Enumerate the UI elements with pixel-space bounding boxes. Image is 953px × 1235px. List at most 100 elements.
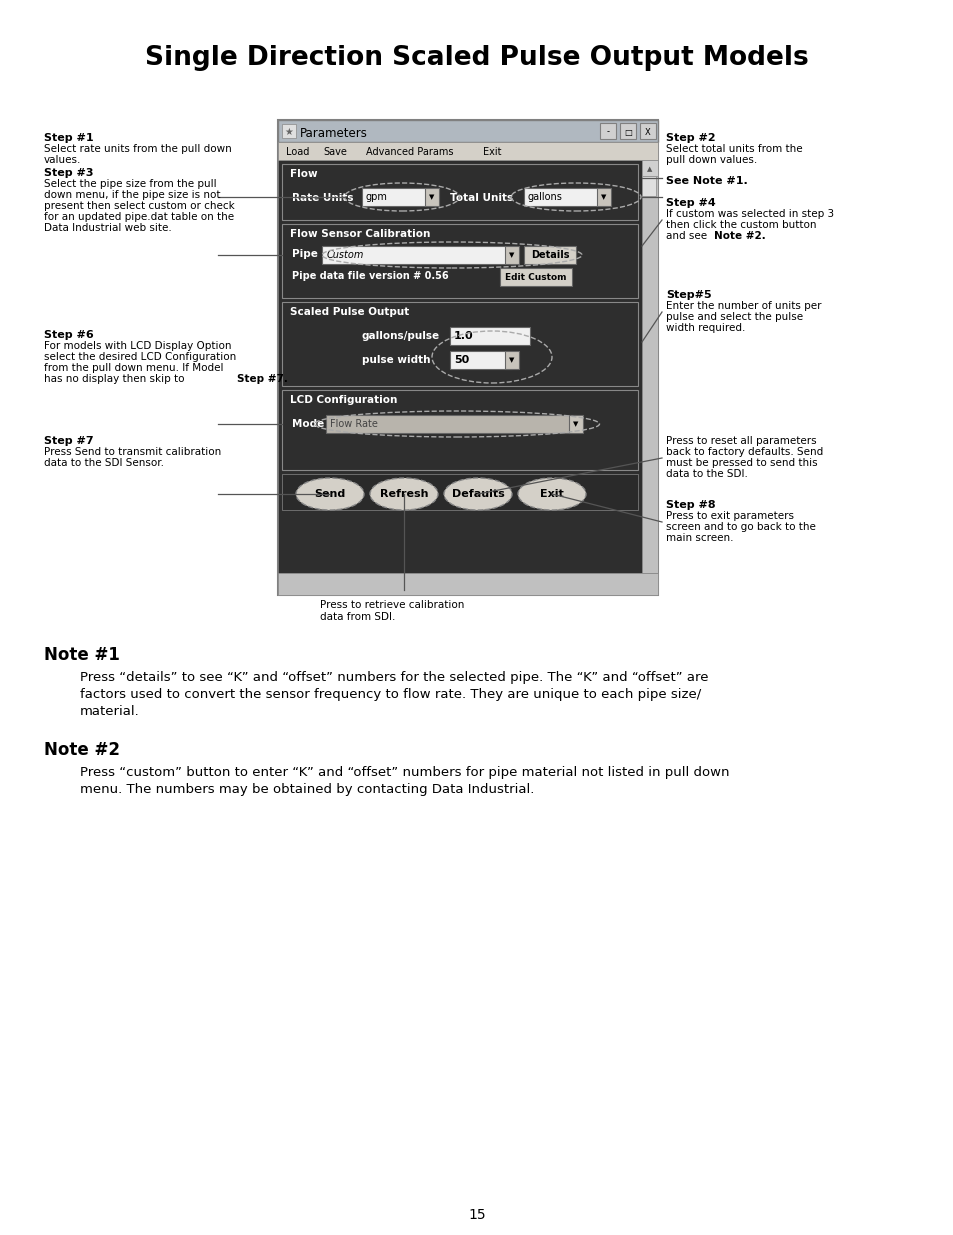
- Text: pulse width: pulse width: [361, 354, 430, 366]
- Text: Step#5: Step#5: [665, 290, 711, 300]
- Text: Rate Units: Rate Units: [292, 193, 354, 203]
- FancyBboxPatch shape: [639, 124, 656, 140]
- Text: Flow Rate: Flow Rate: [330, 419, 377, 429]
- Text: Pipe: Pipe: [292, 249, 317, 259]
- FancyBboxPatch shape: [641, 161, 658, 573]
- FancyBboxPatch shape: [282, 124, 295, 138]
- Text: Select the pipe size from the pull: Select the pipe size from the pull: [44, 179, 216, 189]
- FancyBboxPatch shape: [504, 246, 518, 264]
- Text: Mode: Mode: [292, 419, 324, 429]
- FancyBboxPatch shape: [361, 188, 432, 206]
- Text: ▼: ▼: [509, 252, 515, 258]
- Text: 15: 15: [468, 1208, 485, 1221]
- Text: Press to exit parameters: Press to exit parameters: [665, 511, 793, 521]
- Text: Step #6: Step #6: [44, 330, 93, 340]
- FancyBboxPatch shape: [277, 120, 658, 595]
- Text: Press to retrieve calibration: Press to retrieve calibration: [319, 600, 464, 610]
- FancyBboxPatch shape: [450, 351, 512, 369]
- Text: data to the SDI.: data to the SDI.: [665, 469, 747, 479]
- Text: Note #2.: Note #2.: [713, 231, 765, 241]
- Text: Advanced Params: Advanced Params: [366, 147, 453, 157]
- FancyBboxPatch shape: [282, 224, 638, 298]
- FancyBboxPatch shape: [277, 161, 641, 573]
- Text: Step #7: Step #7: [44, 436, 93, 446]
- Text: Parameters: Parameters: [299, 126, 368, 140]
- Ellipse shape: [370, 478, 437, 510]
- Text: Load: Load: [286, 147, 309, 157]
- Text: Step #4: Step #4: [665, 198, 715, 207]
- Text: screen and to go back to the: screen and to go back to the: [665, 522, 815, 532]
- Text: values.: values.: [44, 156, 81, 165]
- FancyBboxPatch shape: [523, 246, 576, 264]
- Ellipse shape: [295, 478, 364, 510]
- Text: present then select custom or check: present then select custom or check: [44, 201, 234, 211]
- Text: Step #7.: Step #7.: [236, 374, 288, 384]
- Text: See Note #1.: See Note #1.: [665, 177, 747, 186]
- Text: ▲: ▲: [647, 165, 652, 172]
- Text: Single Direction Scaled Pulse Output Models: Single Direction Scaled Pulse Output Mod…: [145, 44, 808, 70]
- Text: If custom was selected in step 3: If custom was selected in step 3: [665, 209, 833, 219]
- Text: factors used to convert the sensor frequency to flow rate. They are unique to ea: factors used to convert the sensor frequ…: [80, 688, 700, 700]
- Text: data from SDI.: data from SDI.: [319, 613, 395, 622]
- FancyBboxPatch shape: [523, 188, 603, 206]
- Ellipse shape: [517, 478, 585, 510]
- Text: must be pressed to send this: must be pressed to send this: [665, 458, 817, 468]
- Text: Refresh: Refresh: [379, 489, 428, 499]
- Text: width required.: width required.: [665, 324, 744, 333]
- FancyBboxPatch shape: [568, 415, 582, 433]
- Text: X: X: [644, 127, 650, 137]
- Text: Note #2: Note #2: [44, 741, 120, 760]
- Text: For models with LCD Display Option: For models with LCD Display Option: [44, 341, 232, 351]
- Text: Custom: Custom: [327, 249, 364, 261]
- Text: has no display then skip to: has no display then skip to: [44, 374, 188, 384]
- FancyBboxPatch shape: [599, 124, 616, 140]
- Text: Pipe data file version # 0.56: Pipe data file version # 0.56: [292, 270, 448, 282]
- Text: Press to reset all parameters: Press to reset all parameters: [665, 436, 816, 446]
- FancyBboxPatch shape: [499, 268, 572, 287]
- Text: gallons/pulse: gallons/pulse: [361, 331, 439, 341]
- Text: □: □: [623, 127, 631, 137]
- FancyBboxPatch shape: [277, 573, 658, 595]
- Text: Select rate units from the pull down: Select rate units from the pull down: [44, 144, 232, 154]
- Text: Enter the number of units per: Enter the number of units per: [665, 301, 821, 311]
- FancyBboxPatch shape: [641, 161, 658, 177]
- Text: 50: 50: [454, 354, 469, 366]
- Text: gpm: gpm: [366, 191, 388, 203]
- Text: Total Units: Total Units: [450, 193, 513, 203]
- FancyBboxPatch shape: [450, 327, 530, 345]
- FancyBboxPatch shape: [326, 415, 576, 433]
- Text: from the pull down menu. If Model: from the pull down menu. If Model: [44, 363, 223, 373]
- Text: Exit: Exit: [539, 489, 563, 499]
- Text: 1.0: 1.0: [454, 331, 473, 341]
- FancyBboxPatch shape: [424, 188, 438, 206]
- FancyBboxPatch shape: [322, 246, 512, 264]
- Text: down menu, if the pipe size is not: down menu, if the pipe size is not: [44, 190, 220, 200]
- Text: Note #1: Note #1: [44, 646, 120, 664]
- Text: Send: Send: [314, 489, 345, 499]
- Text: and see: and see: [665, 231, 710, 241]
- Text: Step #1: Step #1: [44, 133, 93, 143]
- Text: data to the SDI Sensor.: data to the SDI Sensor.: [44, 458, 164, 468]
- Text: select the desired LCD Configuration: select the desired LCD Configuration: [44, 352, 236, 362]
- Text: back to factory defaults. Send: back to factory defaults. Send: [665, 447, 822, 457]
- Text: pull down values.: pull down values.: [665, 156, 757, 165]
- Text: Flow: Flow: [290, 169, 317, 179]
- Text: Details: Details: [530, 249, 569, 261]
- Text: Press “custom” button to enter “K” and “offset” numbers for pipe material not li: Press “custom” button to enter “K” and “…: [80, 766, 729, 778]
- FancyBboxPatch shape: [277, 120, 658, 142]
- Text: for an updated pipe.dat table on the: for an updated pipe.dat table on the: [44, 212, 233, 222]
- Text: Data Industrial web site.: Data Industrial web site.: [44, 224, 172, 233]
- Text: Flow Sensor Calibration: Flow Sensor Calibration: [290, 228, 430, 240]
- Text: Edit Custom: Edit Custom: [505, 273, 566, 282]
- Text: then click the custom button: then click the custom button: [665, 220, 816, 230]
- FancyBboxPatch shape: [277, 142, 658, 161]
- FancyBboxPatch shape: [282, 303, 638, 387]
- Text: ▼: ▼: [600, 194, 606, 200]
- Text: Step #3: Step #3: [44, 168, 93, 178]
- Text: Exit: Exit: [482, 147, 501, 157]
- Text: ★: ★: [284, 127, 294, 137]
- FancyBboxPatch shape: [282, 474, 638, 510]
- FancyBboxPatch shape: [504, 351, 518, 369]
- Text: Scaled Pulse Output: Scaled Pulse Output: [290, 308, 409, 317]
- Text: gallons: gallons: [527, 191, 562, 203]
